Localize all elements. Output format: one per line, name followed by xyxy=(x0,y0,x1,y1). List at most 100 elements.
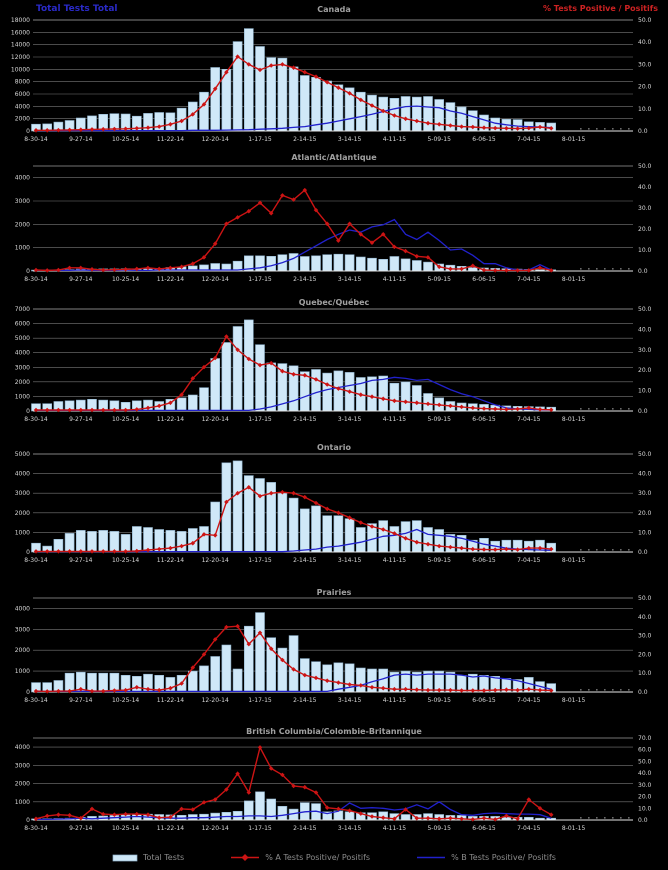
bar xyxy=(355,256,366,272)
no-data-dot xyxy=(604,549,606,551)
left-axis-tick: 0 xyxy=(26,128,30,135)
bar xyxy=(232,811,243,821)
x-axis-tick: 1-17-15 xyxy=(248,276,272,283)
bar xyxy=(378,259,389,272)
panel-title: Atlantic/Atlantique xyxy=(291,153,377,162)
left-axis-tick: 3000 xyxy=(15,626,30,633)
bar xyxy=(423,261,433,272)
diamond-marker xyxy=(481,688,487,693)
bar xyxy=(423,96,433,132)
diamond-marker xyxy=(313,790,319,795)
diamond-marker xyxy=(246,790,252,795)
diamond-marker xyxy=(403,536,408,541)
x-axis-tick: 12-20-14 xyxy=(202,557,229,564)
no-data-dot xyxy=(580,817,582,819)
legend-item-pct-a: % A Tests Positive/ Positifs xyxy=(230,853,370,862)
x-axis-tick: 1-17-15 xyxy=(248,557,272,564)
diamond-marker xyxy=(414,254,420,259)
diamond-marker xyxy=(190,261,196,266)
diamond-marker xyxy=(414,687,420,692)
x-axis-tick: 4-11-15 xyxy=(383,697,407,704)
diamond-marker xyxy=(235,347,240,353)
diamond-marker xyxy=(459,688,464,693)
x-axis-tick: 2-14-15 xyxy=(293,557,317,564)
diamond-marker xyxy=(67,813,72,818)
bar xyxy=(188,394,198,412)
no-data-dot xyxy=(620,268,622,270)
x-axis-tick: 8-01-15 xyxy=(562,416,586,423)
right-axis-tick: 0.0 xyxy=(638,408,648,415)
bar xyxy=(322,372,333,412)
no-data-dot xyxy=(580,408,582,410)
bar xyxy=(355,667,366,693)
no-data-dot xyxy=(628,408,630,410)
no-data-dot xyxy=(612,408,614,410)
diamond-marker xyxy=(358,392,364,397)
bar xyxy=(411,260,422,272)
bar xyxy=(411,96,422,132)
bar xyxy=(311,77,321,132)
bar xyxy=(299,508,310,553)
diamond-marker xyxy=(358,683,364,688)
left-axis-tick: 4000 xyxy=(15,103,30,110)
x-axis-tick: 1-17-15 xyxy=(248,136,272,143)
no-data-dot xyxy=(612,549,614,551)
bar xyxy=(311,505,321,553)
bar xyxy=(165,112,176,132)
bar xyxy=(199,665,209,693)
diamond-marker xyxy=(56,267,61,273)
left-axis-tick: 16000 xyxy=(11,29,30,36)
diamond-marker xyxy=(123,126,128,132)
left-axis-tick: 4000 xyxy=(15,744,30,751)
no-data-dot xyxy=(620,817,622,819)
legend-label-pct-b: % B Tests Positive/ Positifs xyxy=(451,852,556,862)
bar xyxy=(355,527,366,553)
left-axis-tick: 1000 xyxy=(15,393,30,400)
right-axis-tick: 30.0 xyxy=(638,61,652,68)
diamond-marker xyxy=(369,685,375,690)
right-axis-tick: 20.0 xyxy=(638,510,652,517)
right-axis-tick: 0.0 xyxy=(638,549,648,556)
panel-title: Prairies xyxy=(317,588,352,597)
bar xyxy=(411,520,422,553)
diamond-marker xyxy=(358,232,364,237)
panel-quebec-qu-bec-chart: Quebec/Québec 0 1000 2000 3000 4000 5000 6000 70… xyxy=(15,297,652,423)
diamond-marker xyxy=(403,807,408,812)
bar xyxy=(221,342,232,412)
no-data-dot xyxy=(596,268,598,270)
right-axis-tick: 40.0 xyxy=(638,770,652,777)
no-data-dot xyxy=(588,268,590,270)
x-axis-tick: 10-25-14 xyxy=(112,416,139,423)
right-axis-tick: 50.0 xyxy=(638,163,652,170)
left-axis-tick: 2000 xyxy=(15,781,30,788)
bar xyxy=(266,362,277,412)
diamond-marker xyxy=(414,539,420,545)
bar xyxy=(400,258,411,272)
no-data-dot xyxy=(620,408,622,410)
x-axis-tick: 5-09-15 xyxy=(427,697,451,704)
no-data-dot xyxy=(612,128,614,130)
x-axis-tick: 8-01-15 xyxy=(562,697,586,704)
x-axis-tick: 3-14-15 xyxy=(338,136,362,143)
x-axis-tick: 1-17-15 xyxy=(248,825,272,832)
no-data-dot xyxy=(588,689,590,691)
right-axis-tick: 10.0 xyxy=(638,388,652,395)
total-tests-bars xyxy=(31,28,557,132)
panel-british-columbia-colombie-britannique-chart: British Columbia/Colombie-Britannique 0 10… xyxy=(15,727,652,832)
left-axis-tick: 0 xyxy=(26,689,30,696)
total-tests-bars xyxy=(31,791,557,821)
diamond-marker xyxy=(302,494,308,500)
diamond-marker xyxy=(44,813,50,819)
diamond-marker xyxy=(190,807,196,812)
pct-b-line xyxy=(36,801,552,821)
left-axis-tick: 10000 xyxy=(11,66,30,73)
pct-b-line xyxy=(36,105,552,132)
right-axis-tick: 40.0 xyxy=(638,326,652,333)
panel-title: British Columbia/Colombie-Britannique xyxy=(246,727,422,736)
no-data-dot xyxy=(588,128,590,130)
x-axis-tick: 7-04-15 xyxy=(517,697,541,704)
no-data-dot xyxy=(612,268,614,270)
diamond-marker xyxy=(470,124,476,130)
diamond-marker xyxy=(268,766,274,771)
